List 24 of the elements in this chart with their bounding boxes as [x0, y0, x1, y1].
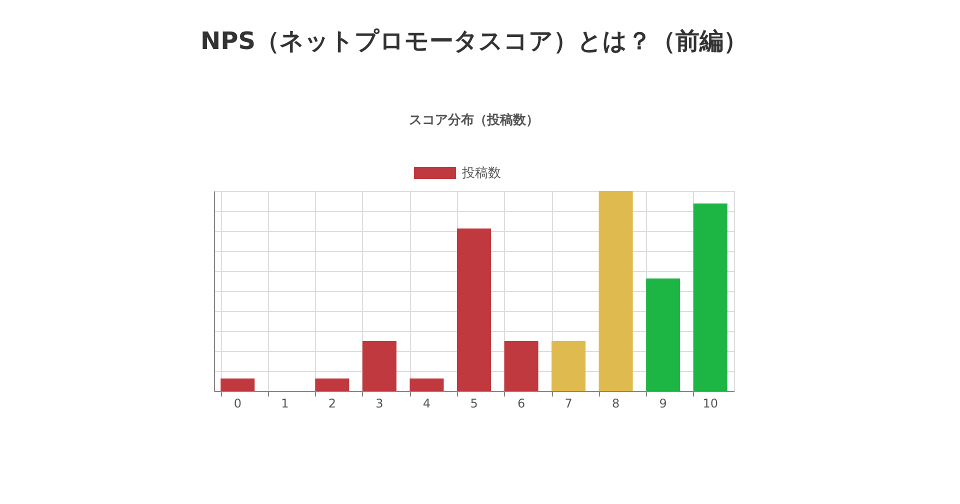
chart-subtitle: スコア分布（投稿数） [409, 112, 539, 128]
bar [504, 341, 538, 391]
x-tick-label: 9 [659, 396, 667, 410]
x-tick-label: 5 [470, 396, 478, 410]
bar [693, 204, 728, 391]
x-tick-label: 2 [328, 396, 336, 410]
x-tick-label: 3 [376, 396, 384, 410]
legend-label: 投稿数 [461, 166, 501, 181]
x-tick-label: 4 [422, 396, 431, 410]
bar [362, 341, 396, 391]
bar [315, 378, 350, 391]
bar [410, 378, 444, 391]
x-tick-label: 1 [281, 396, 289, 410]
bar [598, 191, 633, 391]
chart-title: NPS（ネットプロモータスコア）とは？（前編） [200, 27, 748, 55]
bar [646, 278, 680, 391]
x-tick-label: 10 [702, 396, 718, 410]
x-tick-label: 7 [564, 396, 572, 410]
bar [457, 228, 491, 391]
x-tick-label: 6 [517, 396, 526, 410]
bar [220, 378, 255, 391]
x-tick-label: 8 [612, 396, 620, 410]
x-tick-label: 0 [234, 396, 242, 410]
bar [552, 341, 586, 391]
